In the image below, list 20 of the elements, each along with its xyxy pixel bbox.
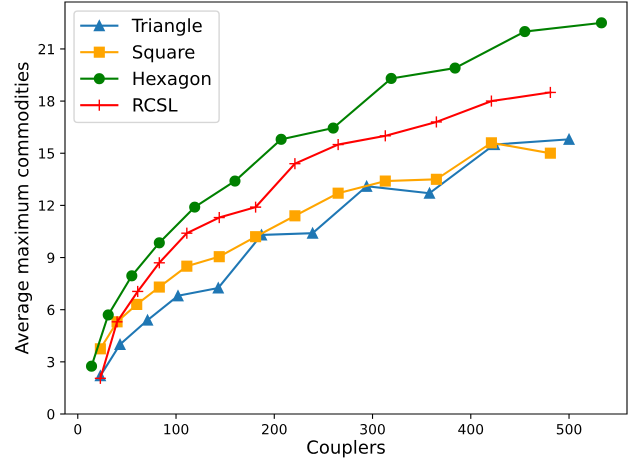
- legend-label: Hexagon: [134, 72, 210, 89]
- y-tick-label: 0: [47, 408, 54, 420]
- legend-label: Triangle: [132, 18, 202, 36]
- legend-label: RCSL: [134, 98, 178, 112]
- x-tick-label: 300: [360, 424, 385, 434]
- x-tick-label: 100: [164, 424, 188, 434]
- x-tick-label: 200: [262, 424, 287, 434]
- y-axis-title: Average maximum commodities: [14, 62, 32, 354]
- y-tick-label: 6: [47, 304, 54, 316]
- y-tick-label: 12: [39, 200, 54, 211]
- y-tick-label: 9: [47, 252, 54, 264]
- y-tick-label: 3: [48, 356, 54, 368]
- x-tick-label: 0: [74, 424, 82, 434]
- y-tick-label: 18: [39, 96, 54, 107]
- y-tick-label: 15: [39, 148, 54, 159]
- y-tick-label: 21: [38, 44, 54, 54]
- x-axis-title: Couplers: [307, 440, 385, 458]
- x-tick-label: 500: [556, 424, 582, 434]
- legend-label: Square: [132, 45, 194, 62]
- x-tick-label: 400: [458, 424, 484, 434]
